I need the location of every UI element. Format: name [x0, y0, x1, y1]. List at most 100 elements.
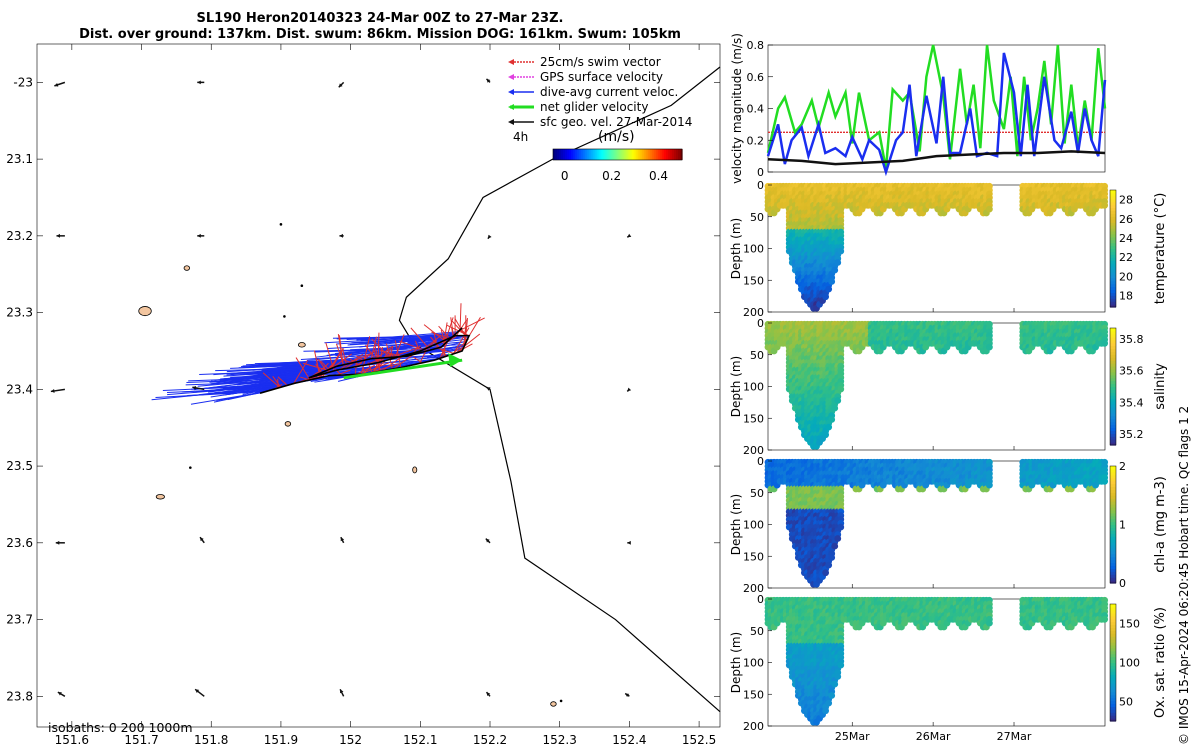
section-colorbar-cell — [1110, 345, 1116, 350]
swim-vector — [331, 353, 353, 369]
legend-arrowhead — [508, 104, 514, 110]
colorbar-cell — [643, 149, 647, 160]
swim-vector — [419, 346, 429, 364]
colorbar-cell — [605, 149, 609, 160]
section-colorbar-cell — [1110, 283, 1116, 288]
colorbar-cell — [589, 149, 592, 160]
section-point — [1101, 477, 1109, 485]
section-colorbar-cell — [1110, 406, 1116, 411]
map-y-tick-label: 23.4 — [6, 382, 33, 396]
colorbar-cell — [595, 149, 598, 160]
colorbar-cell — [637, 149, 641, 160]
legend-label: 25cm/s swim vector — [540, 55, 661, 69]
current-vector — [359, 335, 459, 348]
section-point — [1101, 201, 1109, 209]
section-colorbar-cell — [1110, 421, 1116, 426]
velocity-ylabel: velocity magnitude (m/s) — [730, 33, 744, 184]
section-colorbar-cell — [1110, 415, 1116, 420]
swim-vector — [340, 358, 353, 364]
section-colorbar-cell — [1110, 418, 1116, 423]
map-x-tick-label: 152 — [339, 733, 362, 747]
section-ylabel: Depth (m) — [729, 494, 743, 555]
geo-vector-head — [487, 234, 492, 239]
colorbar-cell — [665, 149, 669, 160]
section-point — [986, 481, 993, 489]
section-point — [822, 569, 830, 577]
colorbar-cell — [609, 149, 613, 160]
colorbar-cell — [577, 149, 580, 160]
section-point — [986, 619, 993, 627]
velocity-y-tick-label: 0 — [757, 166, 764, 179]
colorbar-cell — [563, 149, 566, 160]
geo-vector-head — [627, 387, 632, 392]
current-vector — [210, 385, 286, 398]
island — [412, 466, 418, 474]
legend-arrowhead — [508, 74, 514, 80]
swim-vector — [262, 372, 281, 388]
section-colorbar-cell — [1110, 289, 1116, 293]
section-y-tick-label: 50 — [750, 487, 764, 500]
section-colorbar-cell — [1110, 271, 1116, 276]
section-point — [831, 404, 839, 412]
swim-vector — [445, 317, 454, 340]
colorbar-cell — [603, 149, 607, 160]
isobath-label: isobaths: 0 200 1000m — [48, 720, 193, 735]
colorbar-tick-label: 0.2 — [602, 169, 621, 183]
current-vector — [209, 376, 312, 383]
section-colorbar-cell — [1110, 360, 1116, 364]
section-point — [831, 680, 839, 688]
section-y-tick-label: 50 — [750, 349, 764, 362]
swim-vector — [341, 348, 347, 365]
colorbar-cell — [673, 149, 677, 160]
section-colorbar-label: 26 — [1119, 213, 1133, 226]
velocity-y-tick-label: 0.6 — [747, 71, 765, 84]
section-y-tick-label: 200 — [743, 444, 764, 457]
colorbar-frame — [552, 148, 683, 161]
swim-vector — [378, 346, 383, 372]
section-colorbar-cell — [1110, 260, 1116, 264]
colorbar-cell — [599, 149, 602, 160]
map-x-tick-label: 151.9 — [264, 733, 298, 747]
net-velocity-head — [448, 353, 463, 368]
colorbar-cell — [557, 149, 560, 160]
colorbar-cell — [601, 149, 604, 160]
section-colorbar-cell — [1110, 204, 1116, 209]
colorbar-cell — [559, 149, 562, 160]
swim-vector — [430, 336, 448, 357]
section-colorbar-cell — [1110, 254, 1116, 258]
colorbar-cell — [653, 149, 657, 160]
section-colorbar-label: 35.2 — [1119, 428, 1144, 441]
swim-vector — [320, 360, 330, 370]
colorbar-cell — [591, 149, 594, 160]
section-colorbar-cell — [1110, 304, 1116, 308]
map-x-tick-label: 152.5 — [682, 733, 716, 747]
geo-vector-head — [54, 82, 59, 87]
section-point — [828, 554, 836, 561]
section-point — [822, 293, 830, 301]
geo-vector-head — [625, 693, 630, 698]
swim-vector — [394, 334, 405, 358]
map-y-tick-label: 23.8 — [6, 689, 33, 703]
section-colorbar-cell — [1110, 368, 1116, 373]
colorbar-cell — [631, 149, 635, 160]
colorbar-cell — [657, 149, 661, 160]
geo-vector-head — [486, 78, 491, 83]
section-colorbar-cell — [1110, 392, 1116, 396]
section-colorbar-cell — [1110, 442, 1116, 446]
section-colorbar-cell — [1110, 412, 1116, 417]
swim-vector — [455, 333, 481, 354]
map-islands — [138, 223, 563, 707]
section-colorbar-label: 0 — [1119, 577, 1126, 590]
colorbar-cell — [567, 149, 570, 160]
section-y-tick-label: 50 — [750, 211, 764, 224]
swim-vector — [355, 355, 364, 361]
colorbar-cell — [617, 149, 621, 160]
section-colorbar-cell — [1110, 339, 1116, 344]
section-colorbar-cell — [1110, 277, 1116, 282]
colorbar-cell — [625, 149, 629, 160]
section-colorbar-cell — [1110, 286, 1116, 291]
geo-vector-head — [57, 692, 62, 696]
